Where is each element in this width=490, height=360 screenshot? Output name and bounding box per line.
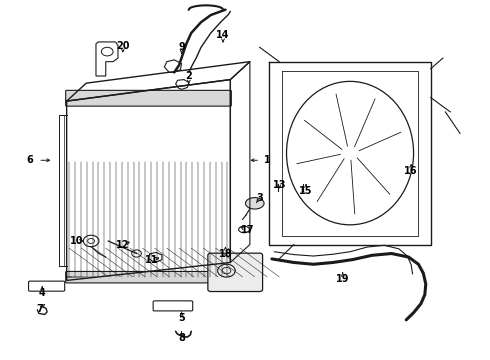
Text: 18: 18 (219, 248, 232, 258)
Text: 8: 8 (178, 333, 185, 343)
Text: 7: 7 (36, 304, 43, 314)
Text: 5: 5 (178, 313, 185, 323)
Text: 1: 1 (264, 155, 270, 165)
Text: 10: 10 (70, 236, 83, 246)
Text: 2: 2 (185, 71, 192, 81)
FancyBboxPatch shape (66, 271, 231, 283)
Text: 9: 9 (178, 42, 185, 52)
Ellipse shape (245, 198, 264, 209)
Text: 6: 6 (26, 155, 33, 165)
FancyBboxPatch shape (66, 90, 231, 106)
Text: 15: 15 (299, 186, 313, 196)
Text: 4: 4 (39, 288, 46, 298)
Text: 13: 13 (272, 180, 286, 190)
Text: 12: 12 (116, 240, 129, 250)
Text: 11: 11 (146, 255, 159, 265)
Text: 14: 14 (216, 30, 230, 40)
Text: 19: 19 (336, 274, 349, 284)
Text: 16: 16 (404, 166, 418, 176)
Text: 20: 20 (116, 41, 129, 50)
Text: 17: 17 (241, 225, 254, 235)
FancyBboxPatch shape (208, 253, 263, 292)
Text: 3: 3 (256, 193, 263, 203)
